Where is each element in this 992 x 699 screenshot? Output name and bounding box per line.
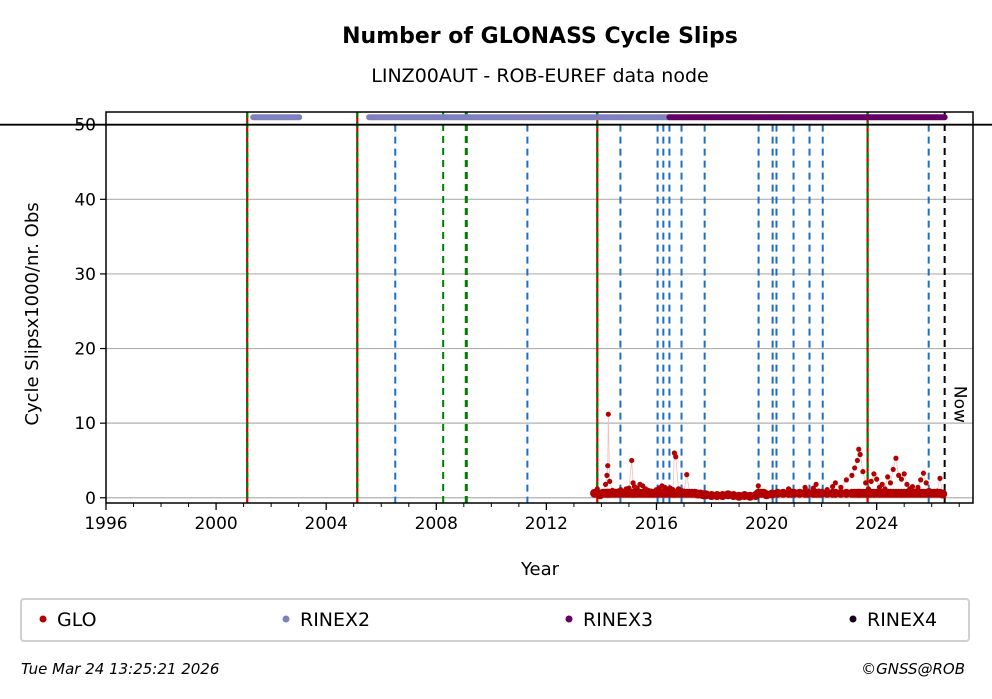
x-tick-label: 2008	[415, 514, 458, 534]
legend-marker-rinex2	[282, 615, 290, 623]
x-tick-label: 2004	[305, 514, 348, 534]
glo-point	[901, 471, 907, 477]
legend-marker-glo	[39, 615, 47, 623]
glo-point	[860, 469, 866, 475]
now-label: Now	[950, 386, 970, 423]
glo-point	[830, 483, 836, 490]
glo-point	[602, 481, 609, 487]
glo-point	[920, 470, 927, 476]
x-tick-label: 2000	[194, 514, 237, 534]
footer-copyright: ©GNSS@ROB	[861, 660, 965, 678]
glo-point	[629, 457, 635, 464]
x-axis-label: Year	[520, 559, 560, 580]
y-tick-label: 10	[74, 414, 96, 434]
glo-point	[673, 454, 679, 460]
glo-point	[871, 471, 877, 477]
glo-point	[605, 411, 611, 417]
glo-point	[854, 457, 861, 464]
legend-box	[20, 598, 970, 642]
footer-timestamp: Tue Mar 24 13:25:21 2026	[21, 660, 219, 678]
glo-point	[838, 484, 844, 490]
glo-point	[904, 481, 910, 487]
glo-point	[813, 481, 819, 487]
y-tick-label: 40	[74, 190, 96, 210]
glo-point	[893, 455, 899, 461]
glo-point	[863, 480, 869, 486]
legend-label-rinex3: RINEX3	[583, 609, 653, 631]
y-tick-label: 50	[74, 116, 96, 136]
legend-label-glo: GLO	[57, 609, 97, 631]
legend-label-rinex4: RINEX4	[867, 609, 937, 631]
glo-point	[755, 483, 761, 489]
glo-point	[857, 451, 863, 458]
y-tick-label: 30	[74, 265, 96, 285]
glo-point	[868, 478, 874, 484]
glo-point	[896, 472, 902, 478]
glo-point	[856, 446, 862, 452]
x-tick-label: 2016	[635, 514, 678, 534]
chart-title: Number of GLONASS Cycle Slips	[342, 24, 738, 49]
glo-point	[607, 478, 613, 484]
glo-point	[852, 465, 858, 471]
glo-point	[802, 484, 808, 490]
glo-point	[887, 480, 894, 486]
glo-point	[879, 481, 885, 487]
legend-label-rinex2: RINEX2	[300, 609, 370, 631]
glo-point	[890, 466, 896, 473]
legend-marker-rinex4	[849, 615, 857, 623]
x-tick-label: 1996	[84, 514, 127, 534]
plot-frame	[105, 111, 974, 504]
x-tick-label: 2012	[525, 514, 568, 534]
x-tick-label: 2024	[855, 514, 898, 534]
y-tick-label: 20	[74, 340, 96, 360]
glo-point	[604, 472, 610, 478]
chart-subtitle: LINZ00AUT - ROB-EUREF data node	[371, 65, 708, 87]
glo-point	[885, 474, 891, 480]
glo-point	[918, 477, 924, 483]
glo-point	[923, 480, 929, 486]
glo-point	[605, 463, 611, 469]
glo-point	[874, 476, 880, 482]
glo-point-base	[938, 489, 948, 499]
legend-marker-rinex3	[565, 615, 573, 623]
glo-point	[898, 476, 905, 482]
x-tick-label: 2020	[745, 514, 788, 534]
glo-point	[832, 480, 838, 486]
glo-point	[915, 484, 921, 490]
y-tick-label: 0	[85, 489, 96, 509]
glo-point	[684, 472, 690, 478]
y-axis-label: Cycle Slipsx1000/nr. Obs	[22, 202, 43, 425]
glo-point	[843, 477, 849, 483]
glo-point	[909, 483, 916, 490]
glo-point	[849, 472, 855, 478]
glo-point	[937, 475, 943, 481]
